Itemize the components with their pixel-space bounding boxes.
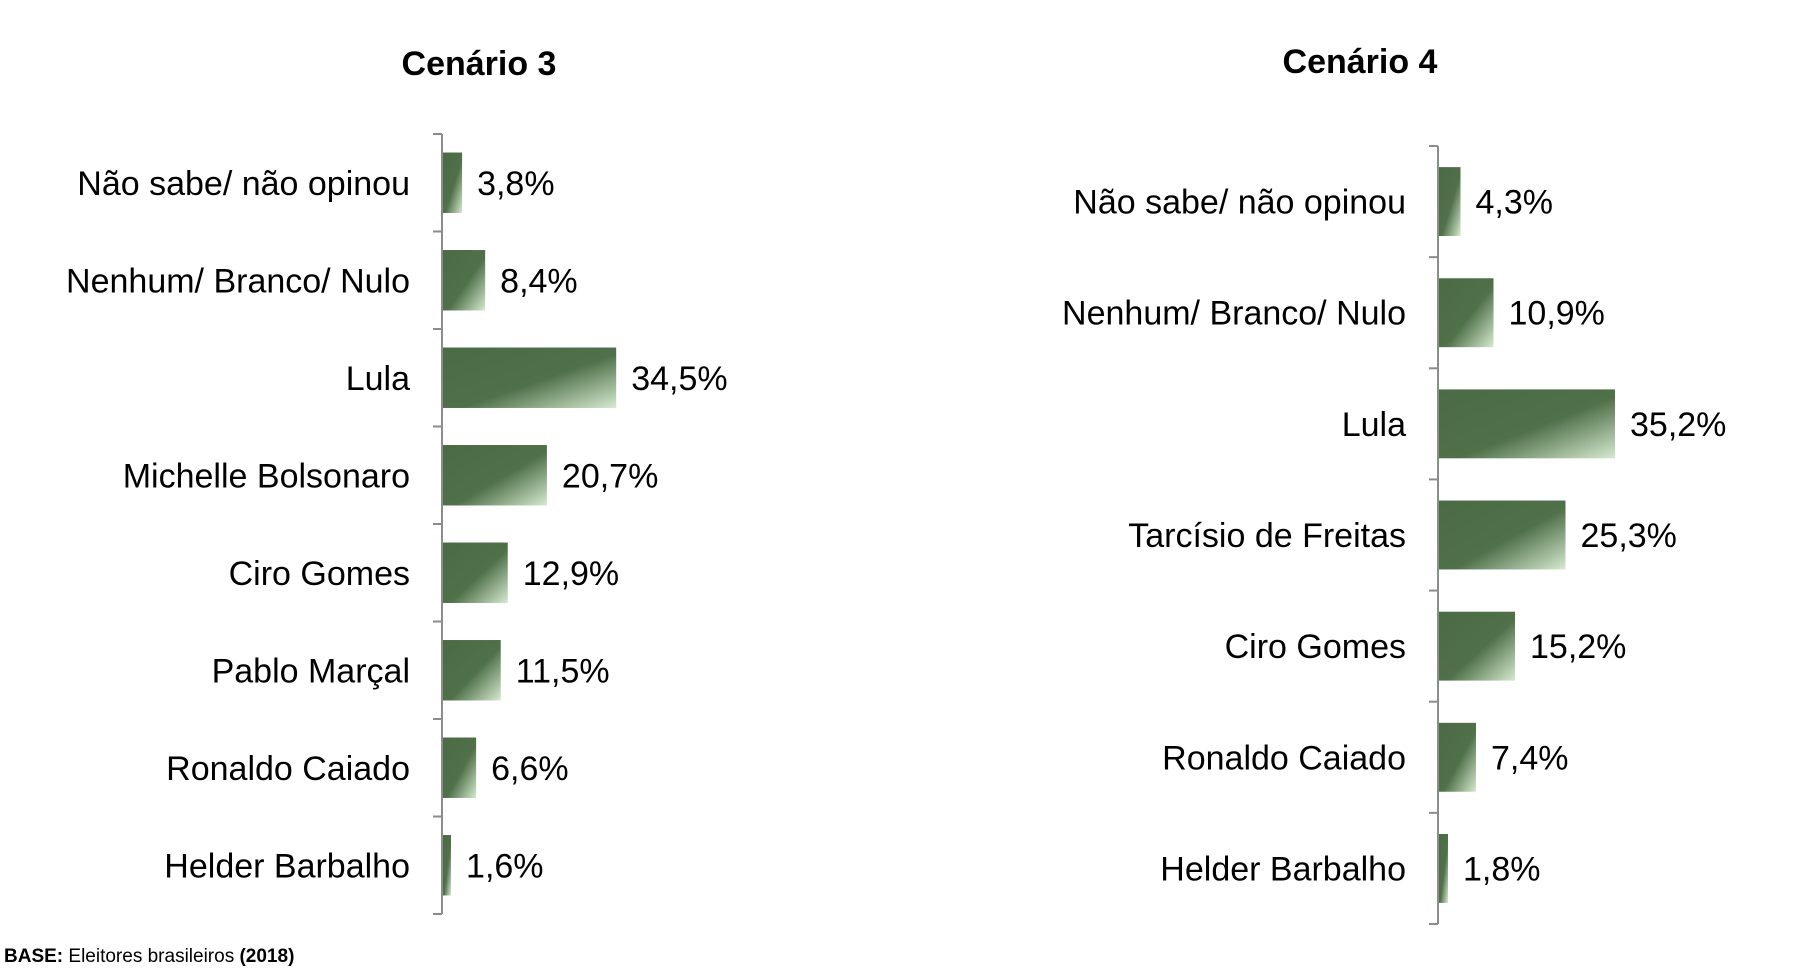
category-label: Ciro Gomes — [229, 555, 410, 593]
data-label: 25,3% — [1581, 517, 1677, 555]
bar — [1439, 833, 1448, 903]
footer-year: (2018) — [239, 946, 295, 967]
category-label: Ronaldo Caiado — [166, 750, 410, 788]
bar — [443, 347, 617, 408]
category-label: Helder Barbalho — [1160, 850, 1406, 888]
data-label: 1,6% — [466, 847, 543, 885]
category-label: Michelle Bolsonaro — [123, 457, 410, 495]
data-label: 15,2% — [1530, 628, 1626, 666]
data-label: 35,2% — [1630, 406, 1726, 444]
bar — [443, 542, 508, 603]
bar — [443, 737, 477, 798]
data-label: 10,9% — [1509, 295, 1605, 333]
data-label: 7,4% — [1491, 739, 1569, 777]
data-label: 12,9% — [523, 555, 619, 593]
data-label: 3,8% — [477, 165, 555, 203]
chart-title-2: Cenário 4 — [1283, 43, 1438, 81]
data-label: 20,7% — [562, 457, 658, 495]
bar — [1439, 500, 1566, 570]
data-label: 34,5% — [631, 360, 727, 398]
bar — [1439, 167, 1461, 237]
data-label: 11,5% — [516, 652, 610, 690]
data-label: 1,8% — [1463, 850, 1541, 888]
data-label: 8,4% — [500, 262, 577, 300]
category-label: Nenhum/ Branco/ Nulo — [66, 262, 410, 300]
footer-base-note: BASE: Eleitores brasileiros (2018) — [4, 946, 294, 968]
footer-base-label: BASE: — [4, 946, 64, 967]
category-label: Nenhum/ Branco/ Nulo — [1062, 295, 1406, 333]
bar — [1439, 389, 1615, 459]
data-label: 6,6% — [491, 750, 568, 788]
category-label: Pablo Marçal — [212, 652, 410, 690]
bar — [443, 250, 486, 311]
footer-base-text: Eleitores brasileiros — [63, 946, 240, 967]
bar — [443, 152, 463, 213]
bar — [1439, 278, 1494, 348]
category-label: Não sabe/ não opinou — [1073, 184, 1406, 222]
bar — [443, 640, 501, 701]
data-label: 4,3% — [1476, 184, 1554, 222]
category-label: Lula — [1342, 406, 1406, 444]
bar — [1439, 722, 1476, 792]
category-label: Helder Barbalho — [164, 847, 410, 885]
category-label: Lula — [346, 360, 410, 398]
category-label: Ciro Gomes — [1225, 628, 1406, 666]
bar — [443, 445, 547, 506]
bar — [443, 835, 452, 896]
bar — [1439, 611, 1515, 681]
chart-title-1: Cenário 3 — [402, 45, 557, 83]
category-label: Ronaldo Caiado — [1162, 739, 1406, 777]
category-label: Não sabe/ não opinou — [77, 165, 410, 203]
category-label: Tarcísio de Freitas — [1128, 517, 1406, 555]
